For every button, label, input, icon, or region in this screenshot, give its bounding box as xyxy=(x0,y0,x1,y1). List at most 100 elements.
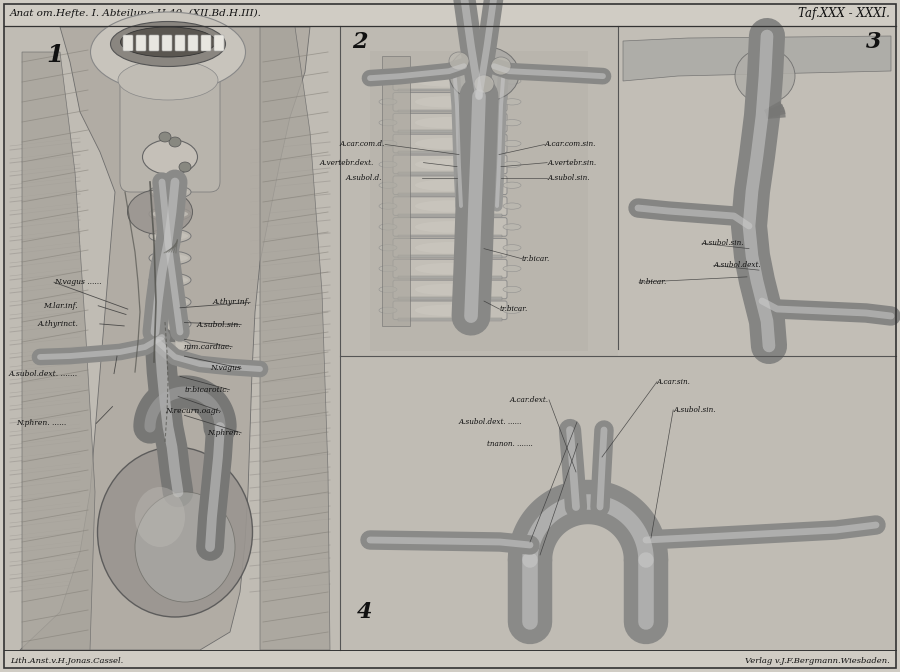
Bar xyxy=(398,276,502,279)
Ellipse shape xyxy=(491,57,511,75)
FancyBboxPatch shape xyxy=(214,35,224,51)
Text: A.thyrinct.: A.thyrinct. xyxy=(38,320,78,328)
Ellipse shape xyxy=(149,273,191,287)
Ellipse shape xyxy=(379,161,397,167)
Text: tr.bicarotic.: tr.bicarotic. xyxy=(184,386,230,394)
Text: Verlag v.J.F.Bergmann.Wiesbaden.: Verlag v.J.F.Bergmann.Wiesbaden. xyxy=(745,657,890,665)
Text: A.subol.sin.: A.subol.sin. xyxy=(673,406,716,414)
Ellipse shape xyxy=(379,78,397,84)
Bar xyxy=(398,89,502,91)
Ellipse shape xyxy=(149,251,191,265)
Ellipse shape xyxy=(415,284,485,295)
Ellipse shape xyxy=(142,140,197,175)
Text: A.car.com.sin.: A.car.com.sin. xyxy=(544,140,596,149)
Text: Taf.XXX - XXXI.: Taf.XXX - XXXI. xyxy=(798,7,890,19)
Ellipse shape xyxy=(474,75,494,93)
Text: 1: 1 xyxy=(46,43,64,67)
Bar xyxy=(370,51,588,351)
Text: A.subol.sin.: A.subol.sin. xyxy=(196,321,241,329)
Ellipse shape xyxy=(503,245,521,251)
Ellipse shape xyxy=(503,78,521,84)
Text: A.subol.d.: A.subol.d. xyxy=(346,174,382,182)
Text: M.lar.inf.: M.lar.inf. xyxy=(43,302,77,310)
Text: A.vertebr.sin.: A.vertebr.sin. xyxy=(547,159,597,167)
Text: N.vagus ......: N.vagus ...... xyxy=(54,278,102,286)
Ellipse shape xyxy=(415,96,485,108)
Polygon shape xyxy=(20,27,310,650)
Ellipse shape xyxy=(379,203,397,209)
Ellipse shape xyxy=(149,185,191,199)
Ellipse shape xyxy=(503,99,521,105)
Ellipse shape xyxy=(415,263,485,274)
Ellipse shape xyxy=(128,190,193,235)
Ellipse shape xyxy=(449,46,519,101)
Ellipse shape xyxy=(152,254,188,262)
Text: N.phren. ......: N.phren. ...... xyxy=(16,419,67,427)
Text: A.car.sin.: A.car.sin. xyxy=(657,378,691,386)
Bar xyxy=(398,318,502,321)
Ellipse shape xyxy=(149,229,191,243)
Ellipse shape xyxy=(503,224,521,230)
Bar xyxy=(398,255,502,258)
Ellipse shape xyxy=(135,492,235,602)
Ellipse shape xyxy=(152,210,188,218)
Bar xyxy=(340,26,618,356)
Ellipse shape xyxy=(379,286,397,292)
Ellipse shape xyxy=(503,203,521,209)
Bar xyxy=(618,26,896,356)
Ellipse shape xyxy=(735,48,795,103)
Text: A.subol.dext.: A.subol.dext. xyxy=(714,261,761,269)
Text: N.vagus: N.vagus xyxy=(211,364,241,372)
Ellipse shape xyxy=(415,117,485,128)
Ellipse shape xyxy=(152,320,188,328)
Text: tr.bicar.: tr.bicar. xyxy=(522,255,550,263)
FancyBboxPatch shape xyxy=(136,35,146,51)
Text: A.subol.dext. ......: A.subol.dext. ...... xyxy=(459,418,522,426)
FancyBboxPatch shape xyxy=(393,114,507,132)
Ellipse shape xyxy=(169,137,181,147)
Text: A.car.com.d.: A.car.com.d. xyxy=(340,140,385,149)
Ellipse shape xyxy=(379,245,397,251)
FancyBboxPatch shape xyxy=(188,35,198,51)
Bar xyxy=(398,297,502,300)
Bar xyxy=(340,356,896,650)
Bar xyxy=(398,130,502,133)
Ellipse shape xyxy=(152,188,188,196)
Ellipse shape xyxy=(379,140,397,146)
FancyBboxPatch shape xyxy=(393,155,507,173)
Bar xyxy=(398,172,502,175)
Text: A.subol.sin.: A.subol.sin. xyxy=(702,239,744,247)
FancyBboxPatch shape xyxy=(393,176,507,194)
FancyBboxPatch shape xyxy=(393,72,507,90)
Ellipse shape xyxy=(415,138,485,149)
Ellipse shape xyxy=(503,140,521,146)
Text: tr.bicar.: tr.bicar. xyxy=(639,278,667,286)
FancyBboxPatch shape xyxy=(149,35,159,51)
Text: 3: 3 xyxy=(866,31,882,53)
Ellipse shape xyxy=(415,179,485,191)
Text: tnanon. .......: tnanon. ....... xyxy=(487,439,533,448)
Ellipse shape xyxy=(97,447,253,617)
FancyBboxPatch shape xyxy=(393,259,507,278)
Bar xyxy=(398,193,502,196)
Ellipse shape xyxy=(415,75,485,87)
Ellipse shape xyxy=(91,12,246,92)
Ellipse shape xyxy=(379,120,397,126)
Ellipse shape xyxy=(149,207,191,221)
Polygon shape xyxy=(260,27,330,650)
FancyBboxPatch shape xyxy=(393,239,507,257)
Ellipse shape xyxy=(379,265,397,271)
Bar xyxy=(398,110,502,112)
Ellipse shape xyxy=(179,162,191,172)
FancyBboxPatch shape xyxy=(393,218,507,237)
Ellipse shape xyxy=(503,161,521,167)
Ellipse shape xyxy=(415,304,485,316)
Ellipse shape xyxy=(135,487,185,547)
FancyBboxPatch shape xyxy=(162,35,172,51)
Text: 2: 2 xyxy=(352,31,368,53)
Ellipse shape xyxy=(415,221,485,233)
Bar xyxy=(382,56,410,326)
Ellipse shape xyxy=(149,339,191,353)
Ellipse shape xyxy=(379,307,397,313)
Ellipse shape xyxy=(379,224,397,230)
